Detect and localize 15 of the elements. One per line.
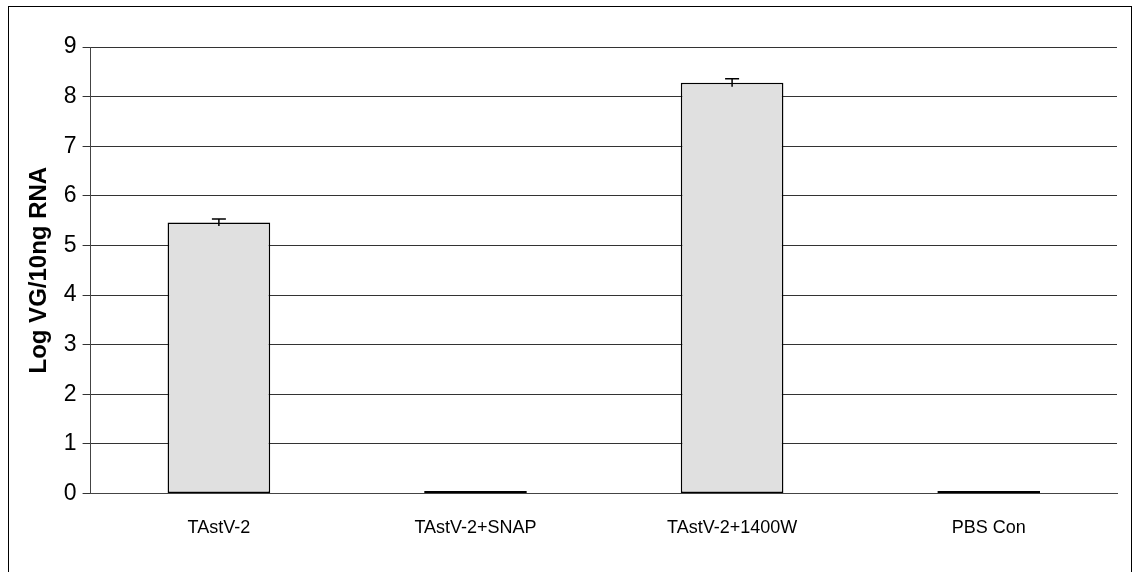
x-tick-label: TAstV-2	[187, 517, 251, 538]
y-tick-label: 1	[63, 429, 77, 456]
y-tick-label: 0	[63, 478, 77, 505]
x-tick-label: PBS Con	[951, 517, 1026, 538]
y-tick-label: 5	[63, 230, 77, 257]
y-tick-label: 2	[63, 379, 77, 406]
x-tick-label: TAstV-2+SNAP	[414, 517, 537, 538]
y-axis-title: Log VG/10ng RNA	[24, 166, 52, 374]
y-tick-label: 3	[63, 329, 77, 356]
y-tick-label: 4	[63, 280, 77, 307]
y-tick-label: 6	[63, 181, 77, 208]
y-tick-label: 8	[63, 81, 77, 108]
y-tick-label: 7	[63, 131, 77, 158]
y-tick-label: 9	[63, 32, 77, 59]
x-tick-label: TAstV-2+1400W	[666, 517, 798, 538]
